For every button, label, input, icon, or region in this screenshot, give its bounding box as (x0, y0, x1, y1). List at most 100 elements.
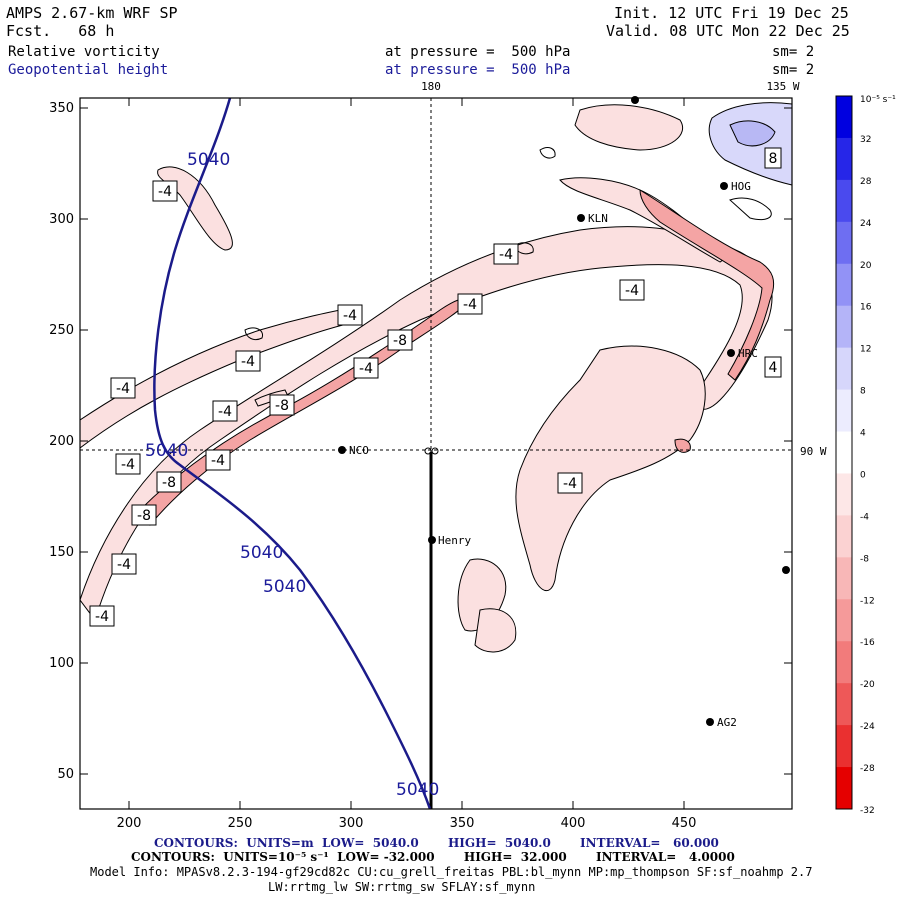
station-dot-ag2 (706, 718, 714, 726)
colorbar-swatch (836, 96, 852, 139)
vort-label-box: -4 (619, 279, 645, 301)
field2-name: Geopotential height (8, 62, 169, 78)
x-tick-label: 350 (450, 816, 475, 831)
contour-small-2 (539, 147, 556, 159)
vort-label-box: -4 (115, 453, 141, 475)
height-label: 5040 (396, 780, 439, 800)
colorbar-swatch (836, 221, 852, 265)
vort-label-box: 8 (764, 147, 782, 169)
station-dot-hrc (727, 349, 735, 357)
lon-label-180: 180 (421, 80, 441, 93)
colorbar-swatch (836, 347, 852, 391)
y-tick-label: 50 (57, 767, 74, 782)
station-dot-nco (338, 446, 346, 454)
axis-ticks (80, 98, 792, 809)
colorbar-frame (835, 95, 853, 810)
colorbar-label: -12 (860, 596, 875, 606)
vort-label-box: -8 (269, 394, 295, 416)
field1-smoothing: sm= 2 (772, 44, 815, 60)
svg-text:-4: -4 (241, 354, 255, 370)
x-tick-label: 200 (117, 816, 142, 831)
svg-text:-4: -4 (95, 609, 109, 625)
colorbar-swatch (836, 599, 852, 642)
y-tick-label: 350 (49, 101, 74, 116)
colorbar-swatch (836, 683, 852, 726)
colorbar-swatch (836, 305, 852, 349)
y-tick-label: 300 (49, 212, 74, 227)
y-tick-label: 150 (49, 545, 74, 560)
vort-label-box: -4 (353, 357, 379, 379)
x-tick-label: 400 (561, 816, 586, 831)
vorticity-positive-core (729, 120, 776, 147)
y-tick-labels: 350 300 250 200 150 100 50 (49, 101, 74, 782)
y-tick-label: 100 (49, 656, 74, 671)
vort-label-box: -4 (337, 304, 363, 326)
height-label: 5040 (240, 543, 283, 563)
height-label: 5040 (187, 150, 230, 170)
svg-text:-4: -4 (158, 184, 172, 200)
station-dot-top (631, 96, 639, 104)
vorticity-contour-labels: -4 -4 -4 -4 -4 -4 -4 -4 -4 -4 -4 -4 -4 -… (89, 147, 782, 627)
svg-text:4: 4 (769, 360, 778, 376)
vort-label-box: -4 (152, 180, 178, 202)
x-tick-labels: 200 250 300 350 400 450 (117, 816, 697, 831)
vort-label-box: -4 (493, 243, 519, 265)
footer-model-info-2: LW:rrtmg_lw SW:rrtmg_sw SFLAY:sf_mynn (268, 880, 536, 894)
footer-vorticity-contours: CONTOURS: UNITS=10⁻⁵ s⁻¹ LOW= -32.000 HI… (131, 850, 735, 864)
colorbar-label: 32 (860, 135, 871, 145)
field1-name: Relative vorticity (8, 44, 160, 60)
colorbar-label: 4 (860, 429, 866, 439)
field2-smoothing: sm= 2 (772, 62, 815, 78)
init-time: Init. 12 UTC Fri 19 Dec 25 (614, 4, 849, 22)
colorbar-label: 12 (860, 345, 871, 355)
colorbar-label: 24 (860, 219, 872, 229)
colorbar-label: -16 (860, 638, 875, 648)
vorticity-shading-positive (708, 102, 792, 186)
vort-label-box: -4 (212, 400, 238, 422)
vorticity-core-dot (674, 438, 691, 453)
colorbar: 32 28 24 20 16 12 8 4 0 -4 -8 -12 -16 -20 -24 -28 -32 (835, 95, 875, 816)
y-tick-label: 250 (49, 323, 74, 338)
colorbar-swatch (836, 179, 852, 223)
station-label-nco: NCO (349, 444, 369, 457)
colorbar-label: -8 (860, 554, 869, 564)
station-dot-henry (428, 536, 436, 544)
svg-text:-8: -8 (393, 333, 407, 349)
vorticity-patch-east (515, 345, 706, 592)
colorbar-label: -20 (860, 680, 875, 690)
height-label: 5040 (263, 577, 306, 597)
x-tick-label: 300 (339, 816, 364, 831)
lon-label-90w: 90 W (800, 445, 827, 458)
svg-text:-4: -4 (211, 453, 225, 469)
svg-text:-4: -4 (625, 283, 639, 299)
vort-label-box: -4 (110, 377, 136, 399)
colorbar-swatch (836, 431, 852, 474)
svg-text:-4: -4 (116, 381, 130, 397)
model-title: AMPS 2.67-km WRF SP (6, 4, 178, 22)
colorbar-swatch (836, 389, 852, 433)
vorticity-patch-south2 (474, 608, 517, 653)
vort-label-box: -8 (156, 471, 182, 493)
colorbar-label: 16 (860, 303, 872, 313)
vort-label-box: -4 (205, 449, 231, 471)
vorticity-core-ne (639, 189, 775, 381)
svg-text:-4: -4 (117, 557, 131, 573)
vort-label-box: -8 (131, 504, 157, 526)
colorbar-label: -4 (860, 512, 869, 522)
svg-text:-4: -4 (218, 404, 232, 420)
height-contour-labels: 5040 5040 5040 5040 5040 (145, 150, 439, 800)
colorbar-swatch (836, 641, 852, 684)
svg-text:-8: -8 (162, 475, 176, 491)
station-markers: KLN HOG HRC NCO Henry AG2 (338, 96, 790, 729)
station-label-hrc: HRC (738, 347, 758, 360)
svg-text:-4: -4 (359, 361, 373, 377)
station-label-kln: KLN (588, 212, 608, 225)
colorbar-label: -28 (860, 764, 875, 774)
footer-height-contours: CONTOURS: UNITS=m LOW= 5040.0 HIGH= 5040… (154, 836, 719, 850)
colorbar-swatch (836, 263, 852, 307)
valid-time: Valid. 08 UTC Mon 22 Dec 25 (606, 22, 850, 40)
colorbar-label: -32 (860, 806, 875, 816)
x-tick-label: 450 (672, 816, 697, 831)
plot-frame (79, 97, 793, 810)
